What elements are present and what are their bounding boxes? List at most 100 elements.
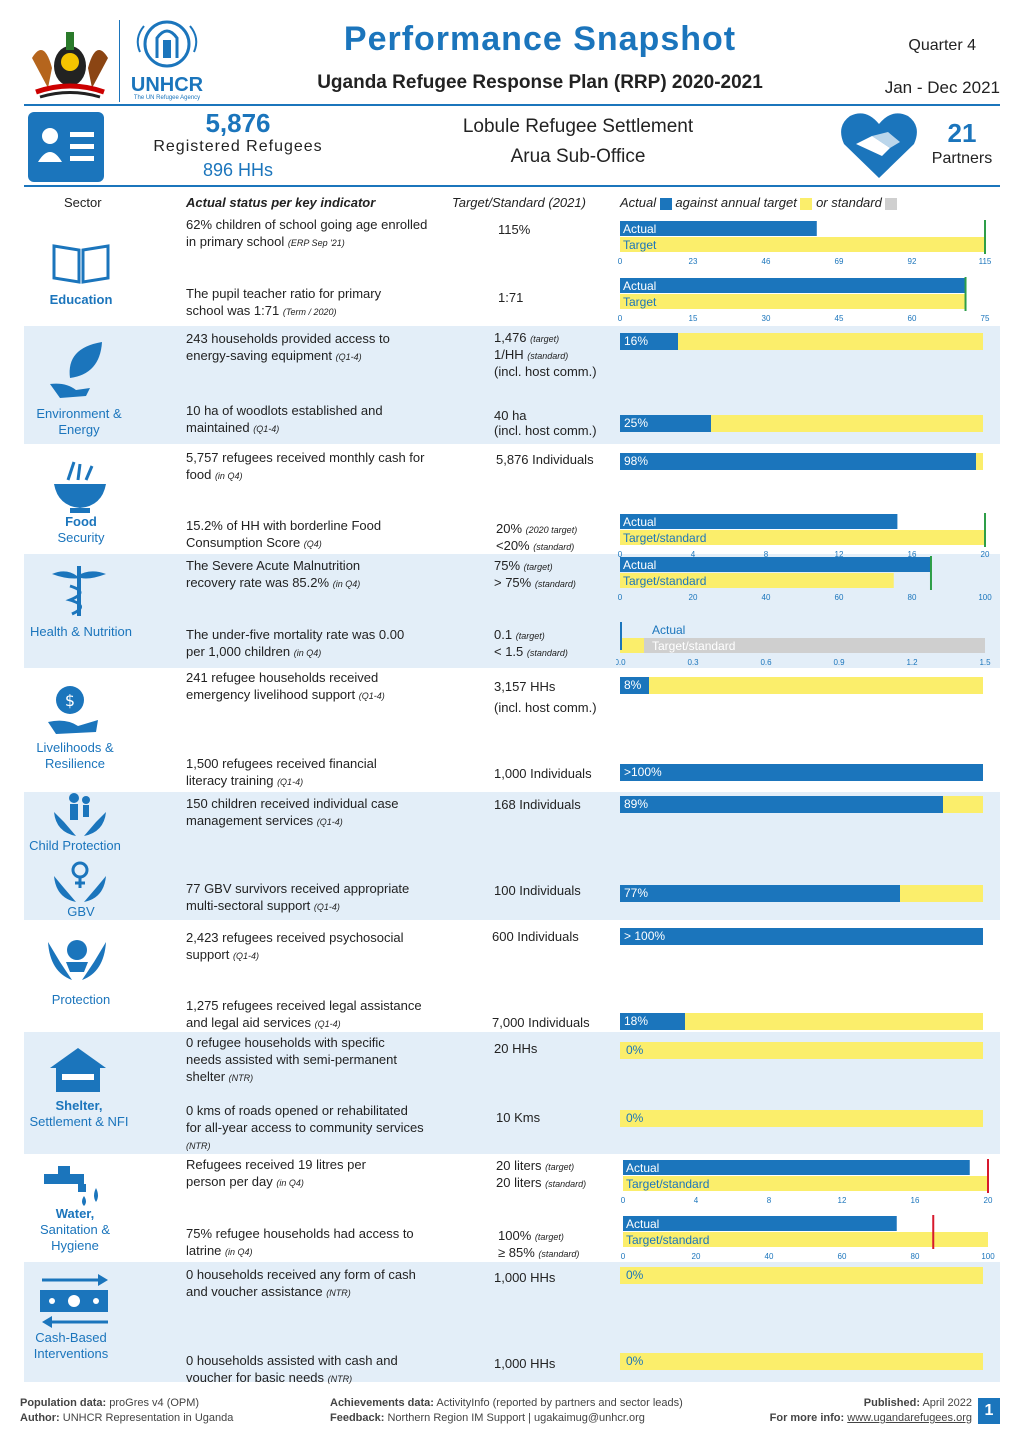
sector-environment: Environment & Energy — [36, 406, 122, 437]
indicator-row: 62% children of school going age enrolle… — [186, 217, 428, 249]
page-number: 1 — [978, 1398, 1000, 1424]
food-bowl-icon — [50, 460, 110, 519]
sector-food-b: Security — [57, 530, 105, 545]
indicator-row: 15.2% of HH with borderline Food Consump… — [186, 518, 382, 550]
indicator-row: The pupil teacher ratio for primary scho… — [186, 286, 382, 318]
page-subtitle: Uganda Refugee Response Plan (RRP) 2020-… — [317, 72, 763, 93]
tick-label: 0.9 — [833, 658, 845, 667]
target-label: Target/standard — [623, 531, 706, 545]
target-cell: 75% (target) > 75% (standard) — [494, 558, 576, 590]
target-cell: 0.1 (target) < 1.5 (standard) — [494, 627, 568, 659]
households-count: 896 HHs — [202, 160, 274, 180]
tick-label: 20 — [689, 593, 698, 602]
legend-or: or standard — [816, 195, 882, 210]
unhcr-tagline: The UN Refugee Agency — [133, 95, 201, 101]
indicator-row: The Severe Acute Malnutrition recovery r… — [186, 558, 361, 590]
tick-label: 8 — [767, 1196, 772, 1205]
tick-label: 1.5 — [979, 658, 991, 667]
indicator-row: 241 refugee households received emergenc… — [186, 670, 385, 702]
actual-label: Actual — [626, 1217, 659, 1231]
website-link[interactable]: www.ugandarefugees.org — [847, 1412, 972, 1424]
footer-middle: Achievements data: ActivityInfo (reporte… — [330, 1397, 683, 1424]
target-cell: 115% — [498, 222, 531, 237]
progress-bar-financial: >100% — [620, 764, 983, 781]
svg-text:$: $ — [65, 691, 75, 710]
chart-latrine-access: Actual Target/standard 0 20 40 60 80 100 — [619, 1215, 999, 1261]
leaf-hand-icon — [46, 338, 108, 405]
progress-fill: 8% — [620, 677, 650, 694]
legend-standard-swatch — [885, 197, 898, 210]
indicator-row: 0 refugee households with specific needs… — [186, 1035, 397, 1084]
tick-label: 100 — [981, 1252, 995, 1261]
indicator-row: 75% refugee households had access to lat… — [186, 1226, 414, 1258]
indicator-row: 0 kms of roads opened or rehabilitated f… — [186, 1103, 424, 1151]
indicator-row: 0 households received any form of cash a… — [186, 1267, 416, 1299]
tick-label: 80 — [908, 593, 917, 602]
target-label: Target/standard — [626, 1177, 709, 1191]
tick-label: 0.6 — [760, 658, 772, 667]
progress-fill: 25% — [620, 415, 711, 432]
actual-bar — [620, 514, 898, 529]
livelihoods-money-icon: $ — [46, 682, 104, 741]
tick-label: 0.3 — [687, 658, 699, 667]
indicator-row: Refugees received 19 litres per person p… — [186, 1157, 366, 1189]
tick-label: 0 — [621, 1252, 626, 1261]
sector-protection: Protection — [51, 992, 111, 1007]
sector-education: Education — [49, 292, 113, 307]
target-marker — [932, 1215, 935, 1249]
legend: Actual against annual target or standard — [620, 195, 898, 210]
summary-rule — [24, 185, 1000, 187]
caduceus-icon — [50, 564, 108, 623]
target-marker — [984, 513, 986, 547]
tick-label: 4 — [694, 1196, 699, 1205]
target-marker — [929, 556, 932, 590]
sector-shelter-b: Settlement & NFI — [29, 1114, 129, 1129]
progress-bar-basic-needs: 0% — [620, 1353, 983, 1370]
tick-label: 92 — [908, 257, 917, 266]
indicator-row: 2,423 refugees received psychosocial sup… — [186, 930, 404, 962]
actual-bar — [623, 1216, 897, 1231]
page-title: Performance Snapshot — [343, 20, 737, 58]
sector-food-a: Food — [65, 514, 97, 529]
footer-left: Population data: proGres v4 (OPM) Author… — [20, 1397, 234, 1424]
sector-cash: Cash-Based Interventions — [33, 1330, 109, 1361]
tick-label: 69 — [835, 257, 844, 266]
target-bar — [620, 294, 966, 309]
target-marker — [964, 277, 967, 311]
tick-label: 15 — [689, 314, 698, 323]
legend-target-swatch — [800, 197, 813, 210]
target-cell: 600 Individuals — [492, 929, 579, 944]
tick-label: 16 — [911, 1196, 920, 1205]
sector-water-b: Sanitation & Hygiene — [39, 1222, 111, 1253]
target-bar — [620, 530, 985, 545]
sector-child-protection: Child Protection — [29, 838, 121, 853]
tick-label: 4 — [691, 550, 696, 559]
tick-label: 12 — [835, 550, 844, 559]
progress-fill: > 100% — [620, 928, 983, 945]
progress-fill: 0% — [626, 1043, 644, 1057]
target-bar — [620, 237, 985, 252]
education-book-icon — [50, 242, 112, 291]
tick-label: 20 — [692, 1252, 701, 1261]
tick-label: 30 — [762, 314, 771, 323]
tick-label: 45 — [835, 314, 844, 323]
standard-bar — [644, 638, 985, 653]
chart-sam-recovery: Actual Target/standard 0 20 40 60 80 100 — [616, 556, 996, 602]
tick-label: 0.0 — [616, 658, 626, 667]
unhcr-logo: UNHCR The UN Refugee Agency — [124, 18, 210, 101]
partners-label: Partners — [931, 150, 993, 167]
target-label: Target/standard — [652, 639, 735, 653]
target-cell: 1,000 Individuals — [494, 766, 592, 781]
target-marker — [987, 1159, 989, 1193]
header-rule — [24, 104, 1000, 106]
indicator-row: 77 GBV survivors received appropriate mu… — [186, 881, 410, 913]
tick-label: 40 — [765, 1252, 774, 1261]
chart-food-consumption: Actual Target/standard 0 4 8 12 16 20 — [616, 513, 996, 559]
settlement-name: Lobule Refugee Settlement — [462, 116, 694, 137]
progress-bar-woodlots: 25% — [620, 415, 983, 432]
tick-label: 115 — [979, 257, 992, 266]
